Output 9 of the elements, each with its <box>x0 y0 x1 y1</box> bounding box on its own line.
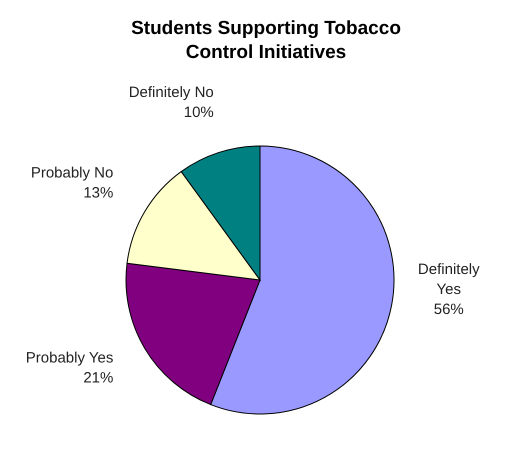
data-label: 10% <box>184 104 214 121</box>
data-label: 21% <box>83 370 114 387</box>
slice-label: Definitely No <box>128 84 214 101</box>
chart-title: Students Supporting Tobacco Control Initiatives <box>131 18 401 63</box>
data-label: 56% <box>434 301 464 318</box>
slice-label: Definitely Yes <box>418 261 480 298</box>
slice-label: Probably Yes <box>26 350 114 367</box>
slice-label: Probably No <box>30 164 114 182</box>
data-label: 13% <box>83 184 114 202</box>
